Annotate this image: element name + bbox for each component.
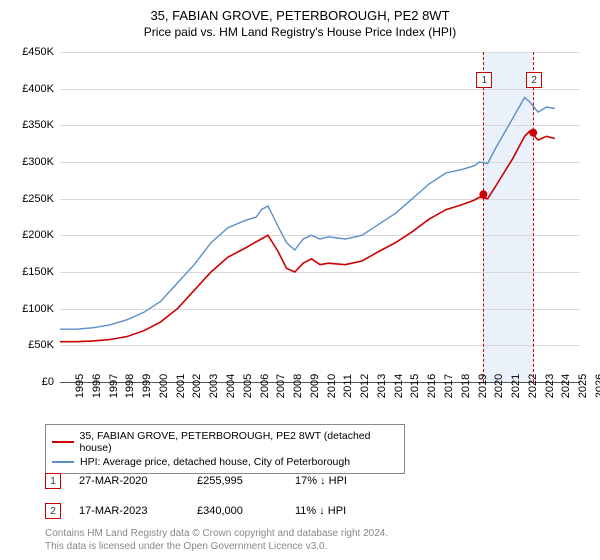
- y-axis-label: £250K: [22, 193, 54, 205]
- marker-box: 2: [526, 72, 542, 88]
- footer-table: 1 27-MAR-2020 £255,995 17% ↓ HPI 2 17-MA…: [45, 466, 390, 526]
- chart-container: 35, FABIAN GROVE, PETERBOROUGH, PE2 8WT …: [0, 0, 600, 560]
- chart-area: £0£50K£100K£150K£200K£250K£300K£350K£400…: [60, 52, 580, 382]
- footer-pct: 17% ↓ HPI: [295, 475, 390, 487]
- license-line1: Contains HM Land Registry data © Crown c…: [45, 528, 388, 541]
- legend-label: 35, FABIAN GROVE, PETERBOROUGH, PE2 8WT …: [80, 430, 399, 454]
- marker-box: 1: [476, 72, 492, 88]
- footer-row: 1 27-MAR-2020 £255,995 17% ↓ HPI: [45, 466, 390, 496]
- footer-pct: 11% ↓ HPI: [295, 505, 390, 517]
- marker-box: 1: [45, 473, 61, 489]
- legend-item: 35, FABIAN GROVE, PETERBOROUGH, PE2 8WT …: [52, 429, 398, 455]
- y-axis-label: £450K: [22, 46, 54, 58]
- chart-svg: [60, 52, 580, 382]
- data-dot: [479, 190, 487, 198]
- legend-swatch: [52, 441, 74, 443]
- footer-date: 17-MAR-2023: [79, 505, 179, 517]
- y-axis-label: £100K: [22, 303, 54, 315]
- license-text: Contains HM Land Registry data © Crown c…: [45, 528, 388, 553]
- footer-price: £340,000: [197, 505, 277, 517]
- y-axis-label: £0: [42, 376, 54, 388]
- y-axis-label: £200K: [22, 229, 54, 241]
- y-axis-label: £50K: [28, 339, 54, 351]
- title-line2: Price paid vs. HM Land Registry's House …: [0, 25, 600, 39]
- data-dot: [529, 129, 537, 137]
- license-line2: This data is licensed under the Open Gov…: [45, 541, 388, 554]
- footer-row: 2 17-MAR-2023 £340,000 11% ↓ HPI: [45, 496, 390, 526]
- title-line1: 35, FABIAN GROVE, PETERBOROUGH, PE2 8WT: [0, 8, 600, 23]
- y-axis-label: £400K: [22, 83, 54, 95]
- footer-price: £255,995: [197, 475, 277, 487]
- y-axis-label: £300K: [22, 156, 54, 168]
- footer-date: 27-MAR-2020: [79, 475, 179, 487]
- x-axis-label: 2026: [580, 374, 600, 398]
- y-axis-label: £150K: [22, 266, 54, 278]
- y-axis-label: £350K: [22, 119, 54, 131]
- series-hpi: [60, 98, 555, 330]
- legend-swatch: [52, 461, 74, 463]
- titles: 35, FABIAN GROVE, PETERBOROUGH, PE2 8WT …: [0, 0, 600, 39]
- marker-box: 2: [45, 503, 61, 519]
